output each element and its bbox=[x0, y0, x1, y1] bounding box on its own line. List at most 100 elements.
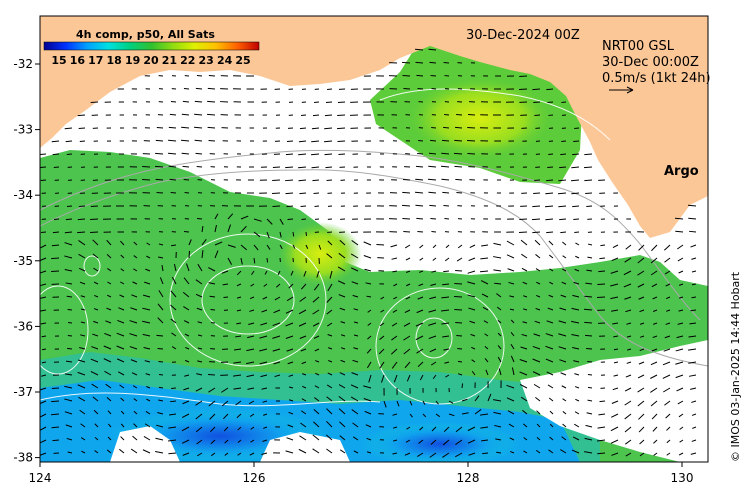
current-vector bbox=[416, 452, 424, 457]
current-vector bbox=[274, 374, 281, 378]
y-tick-label: -36 bbox=[13, 319, 33, 333]
current-vector bbox=[497, 319, 502, 324]
current-vector bbox=[51, 400, 60, 403]
current-vector bbox=[391, 361, 398, 369]
current-vector bbox=[79, 346, 86, 350]
current-vector bbox=[625, 244, 632, 250]
current-vector bbox=[546, 371, 554, 376]
current-vector bbox=[558, 179, 567, 182]
current-vector bbox=[340, 321, 346, 324]
current-vector bbox=[339, 449, 346, 454]
current-vector bbox=[107, 268, 112, 272]
current-vector bbox=[273, 309, 281, 314]
current-vector bbox=[674, 217, 684, 220]
current-vector bbox=[171, 244, 177, 247]
current-vector bbox=[584, 437, 593, 441]
current-vector bbox=[559, 359, 567, 363]
current-vector bbox=[535, 449, 541, 454]
current-vector bbox=[64, 268, 73, 272]
current-vector bbox=[314, 397, 320, 402]
current-vector bbox=[456, 334, 463, 337]
current-vector bbox=[625, 374, 632, 378]
current-vector bbox=[545, 192, 554, 195]
current-vector bbox=[367, 322, 372, 326]
current-vector bbox=[240, 244, 248, 251]
current-vector bbox=[575, 242, 580, 246]
current-vector bbox=[415, 61, 424, 64]
current-vector bbox=[416, 217, 424, 220]
current-vector bbox=[222, 413, 229, 420]
current-vector bbox=[402, 217, 411, 220]
current-vector bbox=[182, 452, 190, 456]
current-vector bbox=[403, 348, 411, 355]
current-vector bbox=[509, 295, 515, 298]
current-vector bbox=[560, 449, 567, 454]
current-vector bbox=[393, 296, 398, 300]
current-vector bbox=[196, 166, 203, 168]
current-vector bbox=[653, 452, 658, 456]
current-vector bbox=[676, 387, 684, 392]
current-vector bbox=[443, 426, 450, 433]
current-vector bbox=[66, 295, 73, 298]
current-vector bbox=[337, 114, 346, 117]
current-vector bbox=[415, 335, 424, 341]
x-axis: 124126128130132134136 bbox=[29, 462, 693, 485]
current-vector bbox=[145, 411, 151, 415]
current-vector bbox=[286, 348, 294, 352]
current-vector bbox=[40, 400, 47, 405]
current-vector bbox=[639, 322, 645, 325]
current-vector bbox=[430, 361, 437, 366]
current-vector bbox=[236, 283, 242, 287]
current-vector bbox=[367, 335, 372, 340]
current-vector bbox=[390, 244, 398, 248]
current-vector bbox=[155, 152, 164, 155]
current-vector bbox=[106, 396, 112, 402]
current-vector bbox=[314, 385, 320, 389]
current-vector bbox=[691, 283, 697, 286]
current-vector bbox=[168, 452, 177, 455]
current-vector bbox=[523, 423, 528, 428]
current-vector bbox=[248, 400, 255, 405]
current-vector bbox=[493, 269, 502, 272]
current-vector bbox=[597, 439, 606, 442]
current-vector bbox=[337, 127, 346, 130]
current-vector bbox=[638, 244, 645, 251]
current-vector bbox=[120, 240, 125, 246]
current-vector bbox=[196, 307, 203, 311]
current-vector bbox=[484, 346, 489, 350]
current-vector bbox=[466, 139, 476, 142]
legend-tick-label: 20 bbox=[143, 54, 159, 67]
current-vector bbox=[350, 253, 359, 259]
current-vector bbox=[51, 426, 60, 429]
current-vector bbox=[571, 333, 580, 337]
current-vector bbox=[146, 255, 151, 259]
current-vector bbox=[366, 437, 372, 441]
current-vector bbox=[145, 268, 151, 272]
current-vector bbox=[233, 387, 242, 390]
current-vector bbox=[328, 347, 333, 350]
current-vector bbox=[441, 296, 450, 299]
current-vector bbox=[587, 256, 593, 259]
current-vector bbox=[624, 400, 632, 406]
current-vector bbox=[183, 87, 190, 90]
current-vector bbox=[390, 348, 398, 355]
current-vector bbox=[182, 165, 190, 168]
current-vector bbox=[90, 371, 99, 376]
current-vector bbox=[584, 451, 593, 454]
current-vector bbox=[106, 239, 112, 246]
current-vector bbox=[445, 244, 450, 249]
current-vector bbox=[496, 306, 502, 311]
current-vector bbox=[326, 408, 333, 415]
current-vector bbox=[146, 242, 151, 246]
current-vector bbox=[195, 279, 203, 285]
current-vector bbox=[277, 270, 281, 275]
current-vector bbox=[666, 439, 671, 444]
current-vector bbox=[247, 335, 255, 339]
current-vector bbox=[279, 218, 284, 225]
current-vector bbox=[195, 293, 203, 298]
current-vector bbox=[442, 335, 450, 338]
current-vector bbox=[625, 452, 632, 457]
current-vector bbox=[53, 218, 60, 221]
current-vector bbox=[312, 296, 320, 303]
current-vector bbox=[441, 322, 450, 325]
